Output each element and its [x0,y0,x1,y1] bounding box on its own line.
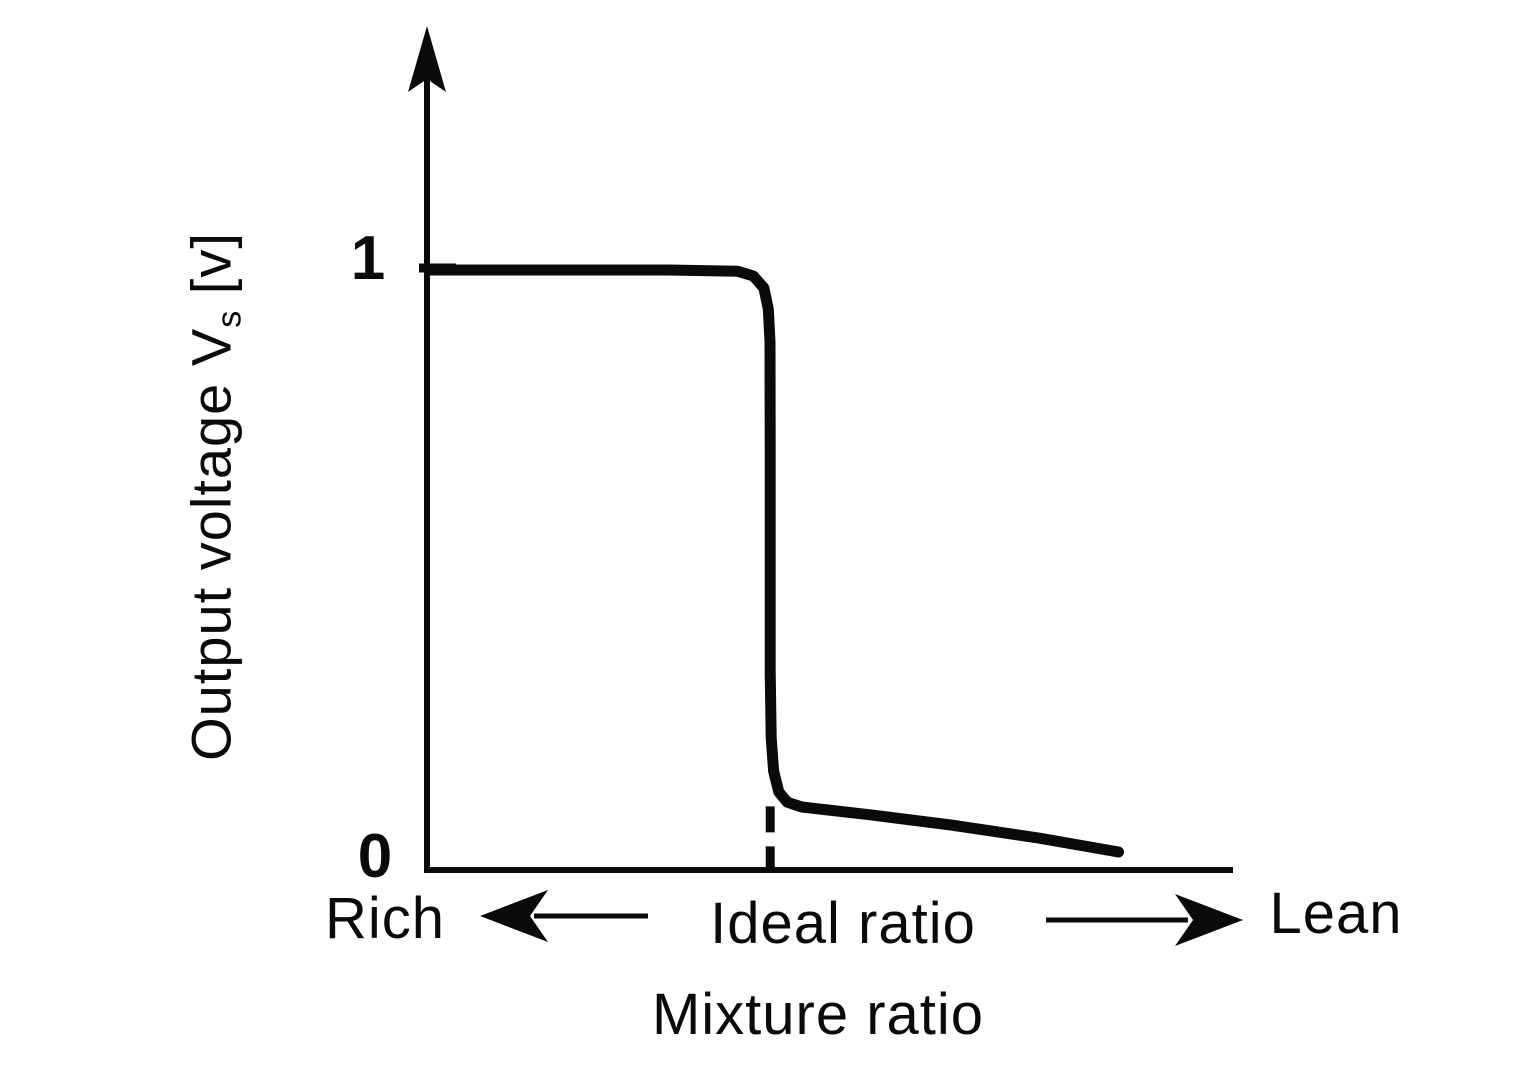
rich-label: Rich [324,886,446,951]
left-arrow-head [480,890,548,942]
y-tick-label-1: 1 [350,224,386,293]
sensor-voltage-curve [424,264,1124,858]
y-tick-label-0: 0 [357,822,393,891]
y-axis-title-main: Output voltage V [179,327,243,761]
x-axis-title: Mixture ratio [651,982,985,1047]
ideal-ratio-label: Ideal ratio [710,891,976,956]
lean-label: Lean [1269,881,1403,946]
y-axis [408,26,456,872]
y-axis-title: Output voltage Vs [v] [180,167,249,827]
right-arrow-head [1175,894,1243,946]
y-axis-title-unit: [v] [179,232,243,311]
y-axis-title-subscript: s [210,310,249,328]
left-arrow-icon [480,890,648,942]
up-arrow-icon [408,26,446,92]
right-arrow-icon [1046,894,1243,946]
